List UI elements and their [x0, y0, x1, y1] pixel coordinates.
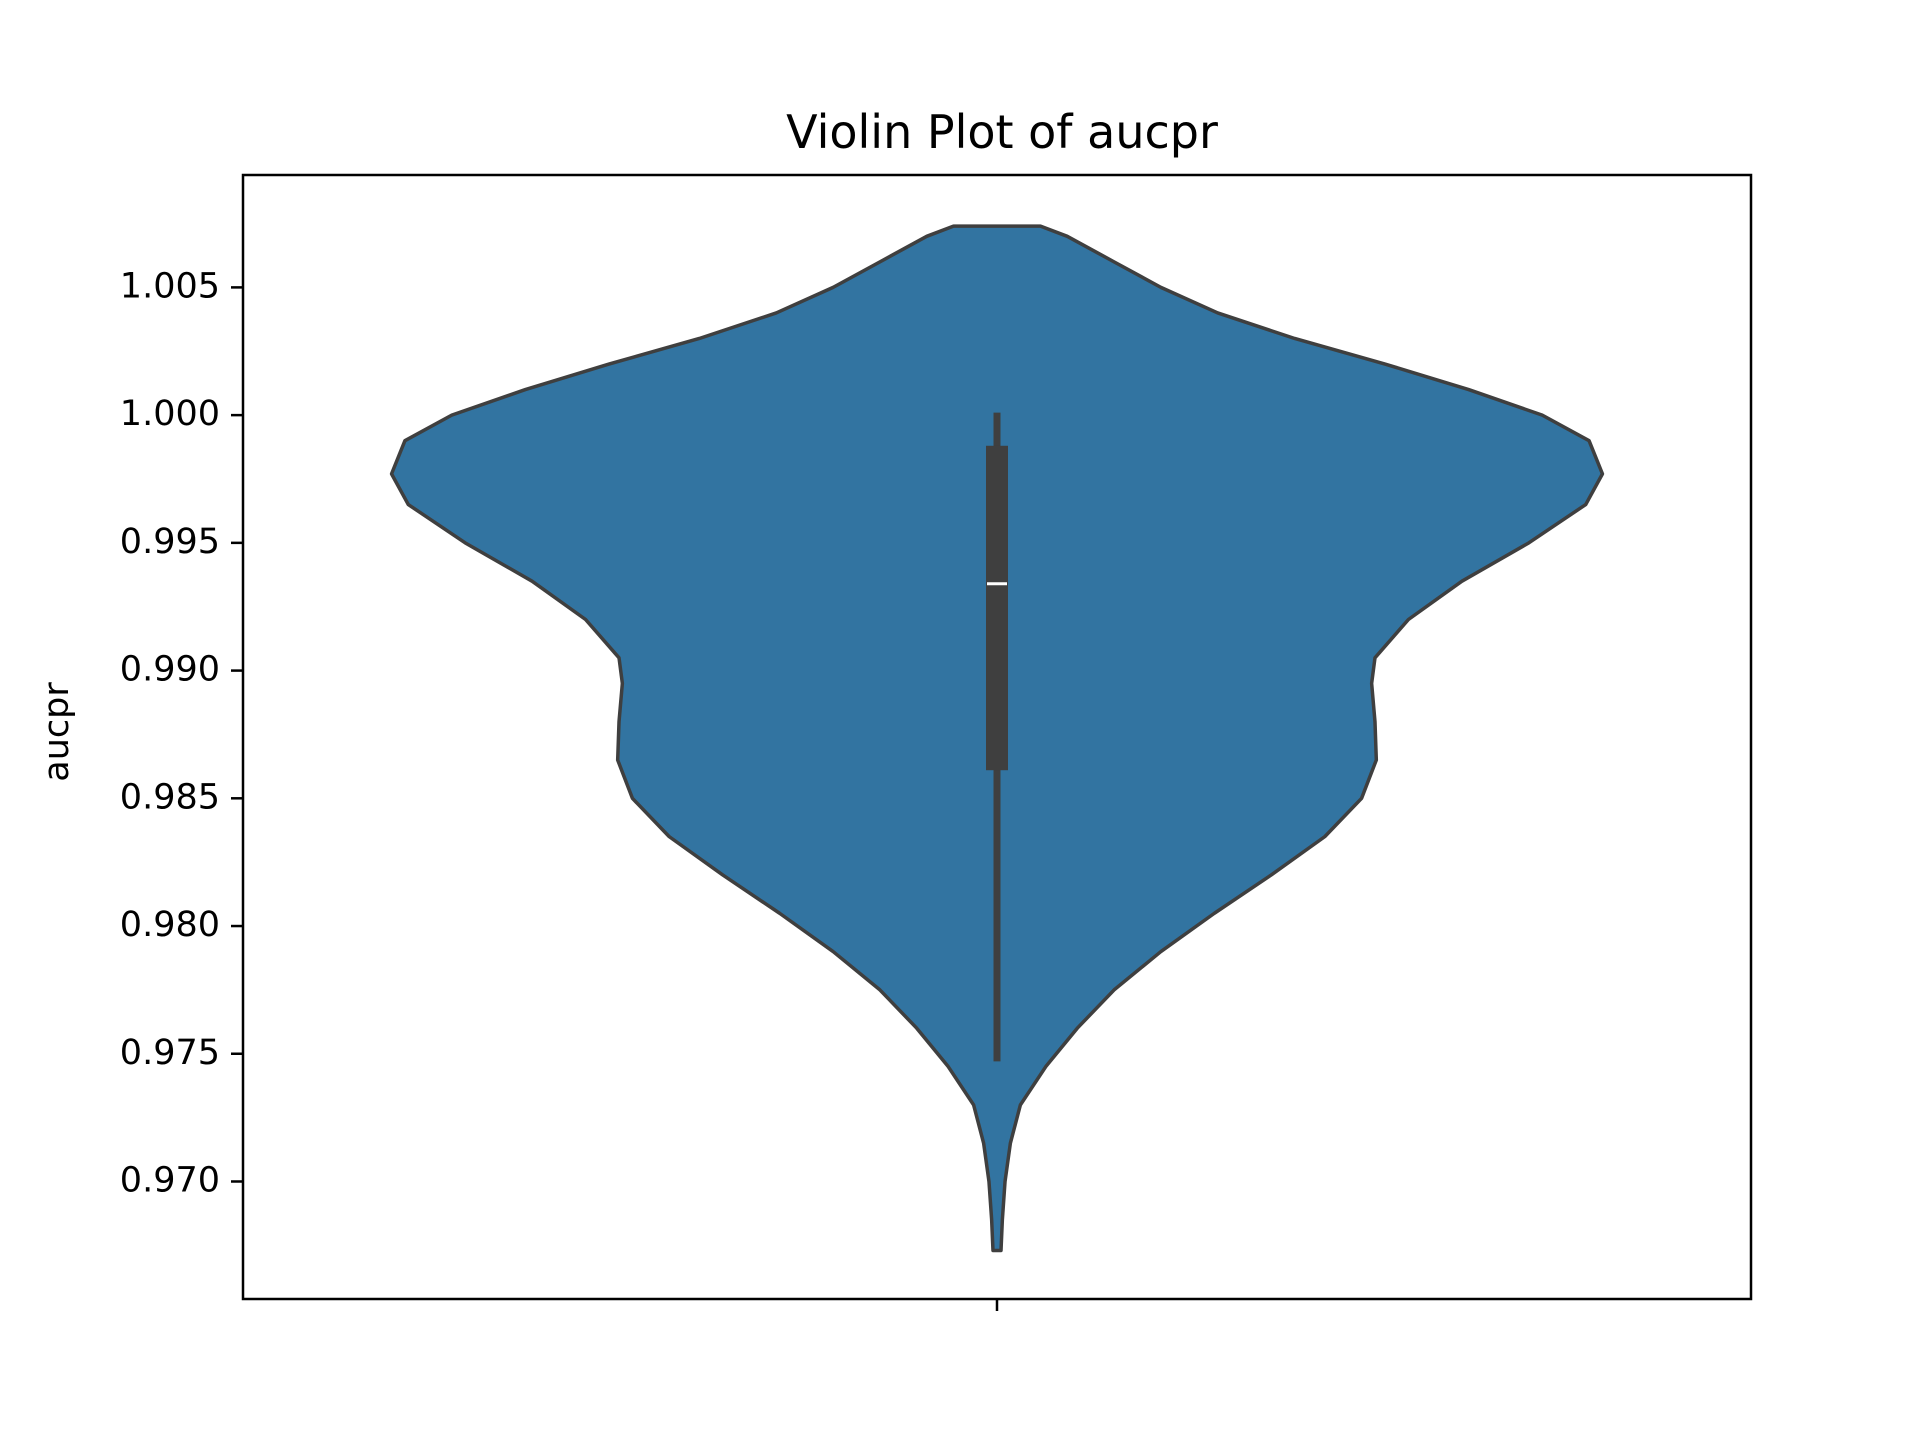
- y-tick-label: 0.995: [120, 522, 220, 562]
- y-tick-label: 1.005: [120, 266, 220, 306]
- plot-area: [389, 224, 1605, 1253]
- y-tick-label: 0.980: [120, 905, 220, 945]
- y-tick-label: 0.990: [120, 650, 220, 690]
- y-axis-label: aucpr: [37, 682, 77, 782]
- iqr-box: [986, 445, 1008, 771]
- y-tick-label: 1.000: [120, 394, 220, 434]
- y-tick-label: 0.970: [120, 1160, 220, 1200]
- y-tick-label: 0.975: [120, 1033, 220, 1073]
- y-axis: 0.970 0.975 0.980 0.985 0.990 0.995 1.000 1.005: [120, 266, 243, 1200]
- chart-title: Violin Plot of aucpr: [786, 105, 1218, 159]
- y-tick-label: 0.985: [120, 777, 220, 817]
